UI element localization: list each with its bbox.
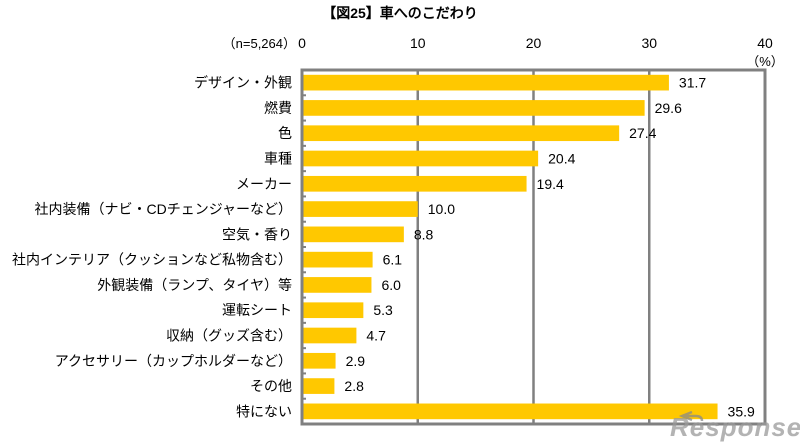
category-label: 収納（グッズ含む） bbox=[166, 328, 292, 344]
category-label: 社内装備（ナビ・CDチェンジャーなど） bbox=[34, 201, 292, 217]
plot-frame bbox=[300, 68, 767, 426]
category-label: デザイン・外観 bbox=[194, 75, 292, 91]
bar bbox=[303, 251, 373, 268]
sample-size-note: （n=5,264） bbox=[223, 36, 296, 51]
x-tick-label: 0 bbox=[298, 35, 306, 51]
bar bbox=[303, 175, 527, 192]
bar bbox=[303, 378, 335, 394]
category-label: 社内インテリア（クッションなど私物含む） bbox=[12, 252, 292, 268]
data-label: 6.0 bbox=[381, 277, 401, 293]
x-tick-label: 10 bbox=[410, 35, 426, 51]
watermark: Response. bbox=[670, 410, 800, 442]
bar bbox=[303, 352, 336, 369]
data-label: 20.4 bbox=[548, 151, 575, 167]
x-tick-label: 30 bbox=[641, 35, 657, 51]
data-label: 29.6 bbox=[655, 100, 682, 116]
x-tick-label: 40 bbox=[757, 35, 773, 51]
data-label: 19.4 bbox=[537, 176, 564, 192]
unit-label: （%） bbox=[746, 54, 784, 69]
data-label: 2.8 bbox=[344, 378, 364, 394]
category-label: その他 bbox=[250, 378, 292, 394]
data-label: 10.0 bbox=[428, 201, 455, 217]
data-label: 6.1 bbox=[383, 252, 403, 268]
bar bbox=[303, 150, 539, 167]
data-label: 2.9 bbox=[346, 353, 366, 369]
bar bbox=[303, 327, 357, 344]
bar bbox=[303, 226, 404, 243]
bar bbox=[303, 201, 418, 217]
category-label: 空気・香り bbox=[222, 226, 292, 242]
data-label: 8.8 bbox=[414, 226, 434, 242]
category-label: 運転シート bbox=[222, 302, 292, 318]
category-label: 車種 bbox=[264, 151, 292, 167]
category-label: 燃費 bbox=[264, 100, 292, 116]
category-label: 色 bbox=[278, 125, 292, 141]
category-label: アクセサリー（カップホルダーなど） bbox=[55, 353, 292, 369]
data-label: 35.9 bbox=[728, 403, 755, 419]
bar bbox=[303, 125, 620, 142]
category-label: 特にない bbox=[236, 403, 292, 419]
data-label: 4.7 bbox=[366, 328, 386, 344]
bar bbox=[303, 403, 718, 420]
data-label: 27.4 bbox=[629, 125, 656, 141]
watermark-text: Response. bbox=[670, 412, 800, 442]
bar bbox=[303, 74, 669, 91]
category-label: メーカー bbox=[236, 176, 292, 192]
chart-title: 【図25】車へのこだわり bbox=[322, 5, 478, 21]
watermark-arrow-icon bbox=[678, 410, 704, 422]
category-label: 外観装備（ランプ、タイヤ）等 bbox=[97, 277, 292, 293]
data-label: 5.3 bbox=[373, 302, 393, 318]
data-label: 31.7 bbox=[679, 75, 706, 91]
bar bbox=[303, 100, 645, 116]
bar bbox=[303, 302, 364, 319]
bar bbox=[303, 277, 372, 293]
x-tick-label: 20 bbox=[526, 35, 542, 51]
